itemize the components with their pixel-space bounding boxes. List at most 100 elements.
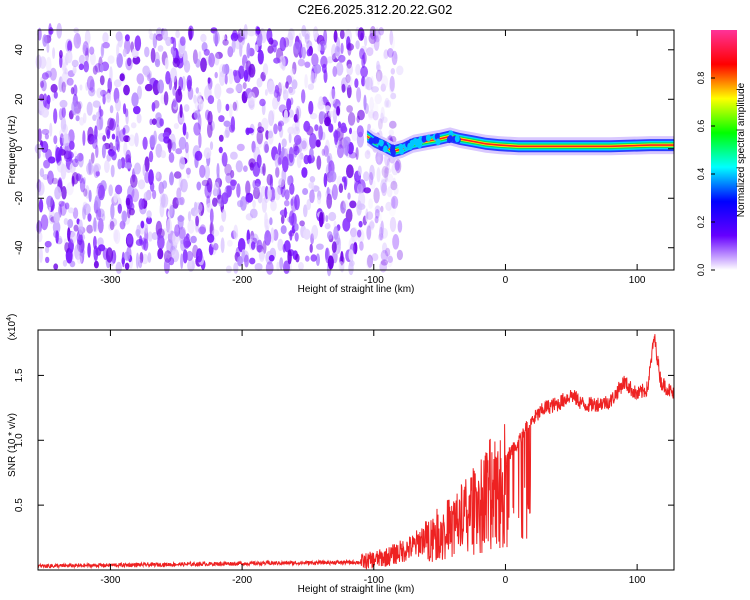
spectrogram-noise-blob (235, 84, 243, 93)
spectrogram-noise-blob (290, 68, 295, 75)
spectrogram-noise-blob (46, 42, 50, 53)
spectrogram-noise-blob (102, 42, 110, 49)
snr-y-tick-label: 1.5 (14, 368, 25, 382)
spectrogram-noise-blob (300, 138, 309, 152)
snr-x-tick-label: -300 (100, 575, 120, 586)
spectrogram-noise-blob (178, 136, 187, 150)
spectrogram-noise-blob (47, 170, 54, 185)
spectrogram-noise-blob (381, 182, 387, 197)
colorbar: 0.0 0.2 0.4 0.6 0.8 Normalized spectral ampl… (696, 30, 747, 276)
spectrogram-noise-blob (245, 192, 250, 205)
spectrogram-noise-blob (397, 220, 403, 233)
spectrogram-noise-blob (83, 60, 89, 73)
spectrogram-noise-blob (182, 122, 187, 136)
spectrogram-noise-blob (99, 63, 104, 73)
spectrogram-noise-blob (121, 210, 128, 223)
snr-y-tick-label: 0.5 (14, 498, 25, 512)
spectrogram-noise-blob (127, 57, 132, 67)
spectrogram-noise-blob (135, 229, 141, 237)
spectrogram-noise-blob (89, 79, 96, 93)
spectrogram-noise-blob (273, 57, 281, 64)
spectrogram-noise-blob (93, 260, 99, 269)
spectrogram-noise-blob (390, 180, 398, 191)
spectrogram-noise-blob (355, 40, 360, 50)
spectrogram-noise-blob (268, 110, 275, 127)
spectrogram-y-label: Frequency (Hz) (7, 116, 18, 185)
spectrogram-noise-blob (365, 208, 369, 222)
spectrogram-noise-blob (380, 176, 389, 184)
spectrogram-noise-blob (221, 64, 227, 75)
spectrogram-noise-blob (178, 226, 186, 239)
spectrogram-noise-blob (111, 133, 116, 140)
spectrogram-noise-blob (293, 134, 302, 145)
spectrogram-noise-blob (374, 208, 380, 219)
spectrogram-noise-blob (268, 254, 275, 262)
spectrogram-noise-blob (39, 80, 45, 88)
spectrogram-noise-blob (155, 171, 160, 179)
spectrogram-noise-blob (280, 225, 287, 235)
spectrogram-noise-blob (380, 106, 385, 121)
spectrogram-noise-blob (49, 67, 57, 81)
spectrogram-noise-blob (256, 154, 262, 168)
spectrogram-noise-blob (373, 29, 381, 43)
spectrogram-noise-blob (296, 154, 302, 169)
spectrogram-noise-blob (193, 110, 201, 120)
spectrogram-noise-blob (230, 116, 235, 132)
spectrogram-noise-blob (89, 52, 96, 66)
spectrogram-noise-blob (237, 255, 243, 267)
spectrogram-noise-blob (367, 254, 373, 268)
spectrogram-noise-blob (107, 55, 115, 64)
spectrogram-noise-blob (183, 104, 190, 112)
spectrogram-noise-blob (283, 240, 291, 253)
spectrogram-noise-blob (378, 118, 383, 130)
spectrogram-noise-blob (180, 253, 184, 269)
spectrogram-noise-blob (95, 170, 101, 177)
colorbar-gradient (711, 30, 737, 270)
spectrogram-frame (37, 29, 675, 271)
spectrogram-noise-blob (389, 216, 397, 233)
spectrogram-noise-blob (203, 147, 212, 159)
spectrogram-noise-blob (371, 253, 379, 262)
spectrogram-noise-blob (288, 27, 295, 41)
spectrogram-noise-blob (55, 230, 59, 244)
spectrogram-noise-blob (315, 253, 320, 266)
spectrogram-noise-blob (221, 209, 227, 222)
spectrogram-noise-blob (246, 127, 254, 134)
snr-x-tick-label: -100 (364, 575, 384, 586)
spectrogram-noise-blob (376, 72, 381, 86)
spectrogram-noise-blob (230, 170, 235, 179)
spectrogram-noise-blob (388, 205, 396, 217)
spectrogram-noise-blob (98, 184, 105, 201)
spectrogram-noise-blob (46, 195, 54, 208)
spectrogram-noise-blob (326, 193, 333, 209)
snr-panel: -300 -200 -100 0 100 0.5 1.0 1.5 Height of str… (6, 314, 675, 595)
spectrogram-noise-blob (308, 182, 313, 189)
spectrogram-noise-blob (52, 47, 56, 59)
spectrogram-noise-blob (78, 54, 86, 65)
spectrogram-noise-blob (122, 48, 127, 57)
spectrogram-noise-blob (172, 98, 177, 108)
spectrogram-noise-blob (155, 112, 162, 121)
spectrogram-noise-blob (380, 220, 384, 236)
spectrogram-noise-blob (82, 177, 86, 185)
spectrogram-noise-blob (225, 103, 230, 112)
snr-scale-exponent: 4 (6, 317, 13, 321)
spectrogram-noise-blob (372, 102, 379, 117)
spectrogram-noise-blob (343, 177, 347, 191)
spectrogram-noise-blob (274, 186, 281, 201)
spectrogram-noise-blob (143, 191, 150, 201)
spectrogram-noise-blob (160, 150, 166, 159)
spectrogram-noise-blob (293, 41, 301, 54)
snr-x-tick-label: 100 (629, 575, 646, 586)
spectrogram-noise-blob (221, 192, 229, 205)
spectrogram-noise-blob (250, 241, 256, 250)
spectrogram-signal-lump (390, 144, 396, 152)
spectrogram-noise-blob (368, 198, 373, 209)
spectrogram-noise-blob (115, 124, 120, 139)
spectrogram-noise-blob (79, 174, 83, 184)
spectrogram-noise-blob (294, 232, 299, 242)
spectrogram-noise-blob (170, 67, 178, 83)
spectrogram-noise-blob (86, 224, 94, 234)
colorbar-tick-label: 0.4 (696, 168, 706, 181)
